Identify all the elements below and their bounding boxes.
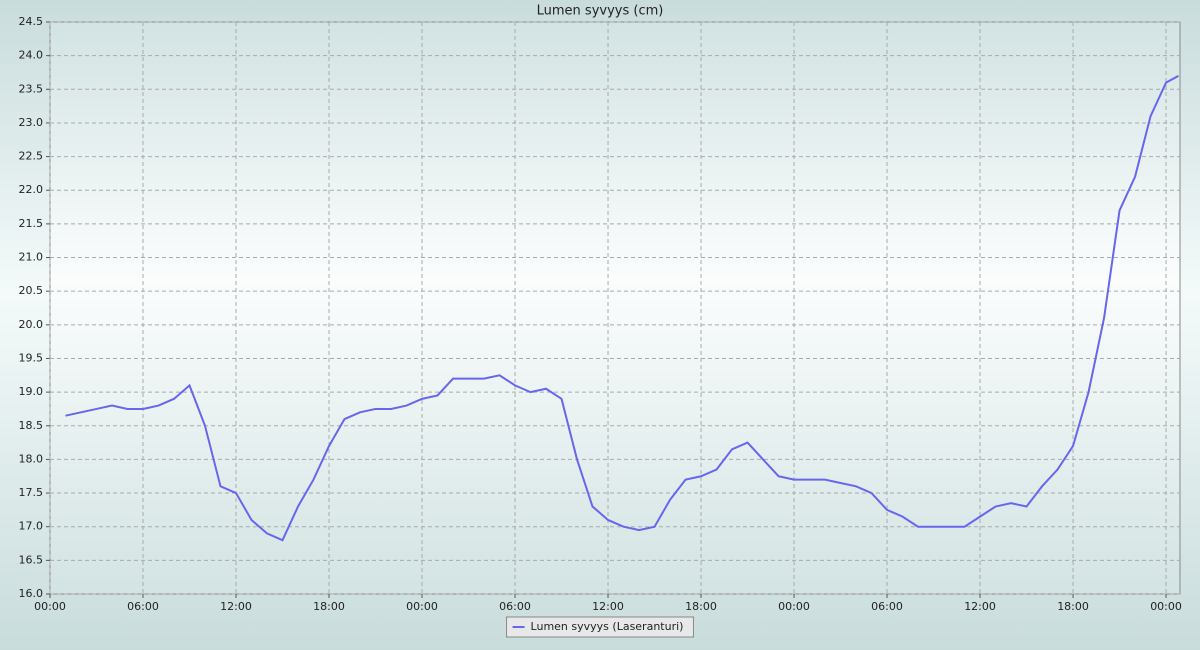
x-tick-label: 18:00 <box>1057 600 1089 613</box>
y-tick-label: 19.5 <box>19 351 44 364</box>
y-tick-label: 23.0 <box>19 116 44 129</box>
y-tick-label: 21.5 <box>19 217 44 230</box>
data-line <box>65 74 1179 542</box>
x-tick-label: 12:00 <box>592 600 624 613</box>
legend: Lumen syvyys (Laseranturi) <box>506 616 694 638</box>
x-tick-label: 00:00 <box>1150 600 1182 613</box>
y-tick-label: 20.0 <box>19 318 44 331</box>
legend-label: Lumen syvyys (Laseranturi) <box>531 620 684 633</box>
y-tick-label: 21.0 <box>19 251 44 264</box>
y-tick-label: 22.5 <box>19 150 44 163</box>
y-tick-label: 24.5 <box>19 15 44 28</box>
x-tick-label: 06:00 <box>127 600 159 613</box>
y-tick-label: 17.5 <box>19 486 44 499</box>
plot-area <box>49 21 1181 595</box>
y-tick-label: 22.0 <box>19 183 44 196</box>
x-tick-label: 18:00 <box>685 600 717 613</box>
x-tick-label: 12:00 <box>964 600 996 613</box>
y-tick-label: 23.5 <box>19 82 44 95</box>
x-tick-label: 00:00 <box>34 600 66 613</box>
y-tick-label: 18.0 <box>19 452 44 465</box>
y-tick-label: 18.5 <box>19 419 44 432</box>
chart-title: Lumen syvyys (cm) <box>537 4 664 19</box>
x-tick-label: 00:00 <box>406 600 438 613</box>
y-tick-label: 16.0 <box>19 587 44 600</box>
legend-box <box>506 616 694 638</box>
y-tick-label: 24.0 <box>19 49 44 62</box>
y-tick-label: 16.5 <box>19 553 44 566</box>
x-tick-label: 18:00 <box>313 600 345 613</box>
y-tick-label: 19.0 <box>19 385 44 398</box>
x-tick-label: 06:00 <box>871 600 903 613</box>
x-tick-label: 00:00 <box>778 600 810 613</box>
x-tick-label: 12:00 <box>220 600 252 613</box>
y-tick-label: 17.0 <box>19 520 44 533</box>
y-tick-label: 20.5 <box>19 284 44 297</box>
x-tick-label: 06:00 <box>499 600 531 613</box>
